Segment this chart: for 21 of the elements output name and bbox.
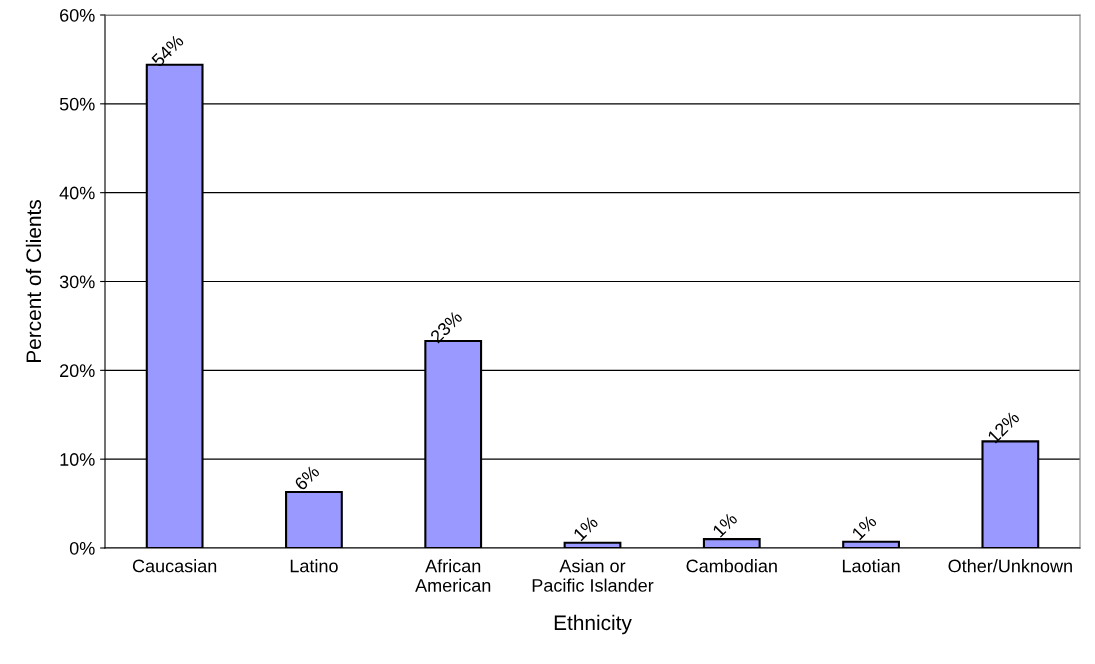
y-tick-label: 50%	[59, 97, 95, 111]
x-tick-label: Latino	[290, 559, 338, 573]
data-label: 1%	[712, 511, 738, 538]
x-tick-label: Cambodian	[686, 559, 777, 573]
y-axis-title: Percent of Clients	[25, 200, 42, 362]
y-tick-label: 20%	[60, 364, 95, 378]
x-tick-label: Other/Unknown	[948, 559, 1072, 573]
data-label: 54%	[150, 33, 185, 68]
y-tick-label: 30%	[59, 275, 95, 289]
x-tick-label: Laotian	[842, 559, 900, 573]
x-tick-label: Caucasian	[132, 559, 217, 573]
x-tick-label: African American	[415, 559, 491, 592]
data-label: 6%	[293, 464, 321, 491]
y-tick-label: 0%	[69, 541, 95, 555]
x-tick-label: Asian or Pacific Islander	[532, 559, 654, 592]
y-tick-label: 60%	[60, 8, 95, 22]
data-label: 1%	[572, 515, 599, 542]
y-tick-label: 40%	[59, 186, 95, 200]
x-axis-title: Ethnicity	[554, 614, 632, 635]
y-tick-label: 10%	[60, 453, 95, 466]
data-label: 1%	[851, 514, 878, 541]
